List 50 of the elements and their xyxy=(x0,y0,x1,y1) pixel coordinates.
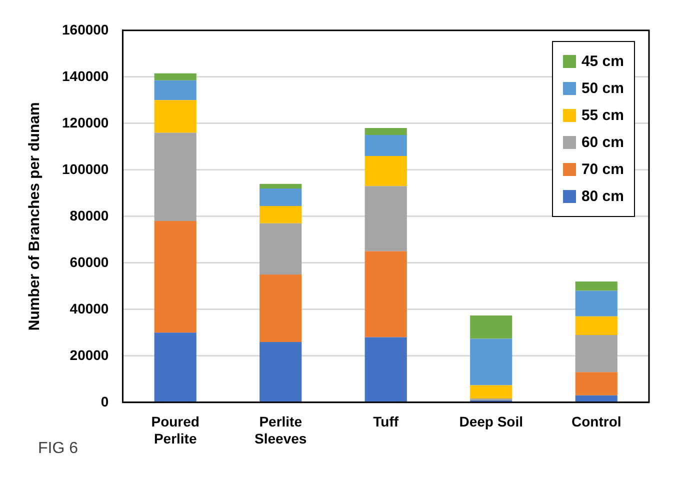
bar xyxy=(470,398,512,401)
bar xyxy=(260,342,302,402)
legend-label: 55 cm xyxy=(581,106,624,126)
y-tick-label: 40000 xyxy=(70,300,109,316)
bar xyxy=(260,188,302,206)
y-tick-label: 80000 xyxy=(70,207,109,224)
legend-label: 45 cm xyxy=(581,52,624,72)
y-tick-label: 20000 xyxy=(70,346,109,363)
bar xyxy=(364,251,407,338)
y-tick-label: 120000 xyxy=(62,114,109,130)
bar xyxy=(575,372,618,396)
bar xyxy=(154,80,196,100)
bar xyxy=(154,221,196,333)
bar xyxy=(470,315,512,339)
y-axis-title: Number of Branches per dunam xyxy=(26,102,44,331)
bar xyxy=(364,156,407,186)
x-tick-label: Deep Soil xyxy=(459,414,524,430)
bar xyxy=(260,206,302,224)
bar xyxy=(260,184,302,188)
bar xyxy=(364,337,407,402)
caption: FIG 6 xyxy=(38,440,78,458)
x-tick-label: Control xyxy=(571,414,622,430)
bar xyxy=(154,132,196,222)
y-tick-label: 160000 xyxy=(62,21,109,38)
y-tick-label: 100000 xyxy=(62,160,109,177)
x-tick-label: Tuff xyxy=(373,414,399,430)
bar xyxy=(260,274,302,342)
legend-label: 70 cm xyxy=(581,160,624,180)
bar xyxy=(364,186,407,252)
bar xyxy=(364,135,407,156)
x-tick-label: Perlite Sleeves xyxy=(254,414,307,446)
bar xyxy=(470,385,512,398)
bar xyxy=(154,73,196,80)
bar xyxy=(575,334,618,372)
bar xyxy=(154,100,196,133)
bar xyxy=(575,316,618,335)
bar xyxy=(470,338,512,386)
legend-label: 60 cm xyxy=(581,133,624,154)
bar xyxy=(575,290,618,316)
bar xyxy=(575,282,618,291)
bar xyxy=(575,395,618,402)
y-tick-label: 60000 xyxy=(70,254,109,270)
y-tick-label: 140000 xyxy=(62,68,109,84)
legend-label: 80 cm xyxy=(581,187,624,208)
y-tick-label: 0 xyxy=(100,393,109,410)
bar xyxy=(260,223,302,275)
legend-label: 50 cm xyxy=(581,79,624,100)
x-tick-label: Poured Perlite xyxy=(151,414,200,446)
bar xyxy=(364,128,407,136)
bar xyxy=(154,332,196,402)
